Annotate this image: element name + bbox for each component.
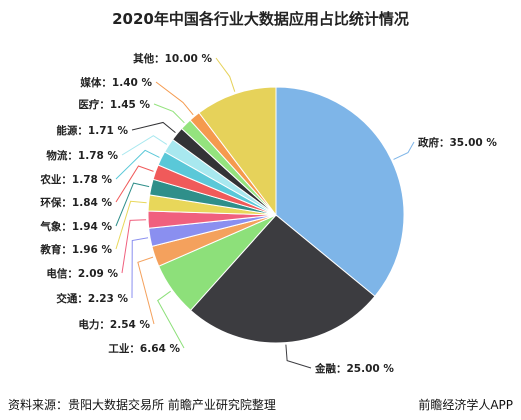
slice-label-能源: 能源：1.71 % — [56, 124, 128, 137]
pie-slice-政府 — [275, 86, 405, 297]
slice-label-政府: 政府：35.00 % — [418, 136, 497, 149]
leader-line-政府 — [393, 141, 415, 160]
leader-line-工业 — [157, 290, 185, 349]
leader-line-金融 — [285, 344, 312, 369]
leader-line-其他 — [215, 57, 236, 92]
leader-line-教育 — [115, 200, 147, 250]
slice-label-环保: 环保：1.84 % — [40, 196, 112, 209]
slice-label-金融: 金融：25.00 % — [314, 362, 394, 375]
leader-line-电力 — [137, 256, 155, 325]
leader-line-物流 — [121, 135, 168, 156]
slice-label-农业: 农业：1.78 % — [39, 173, 112, 186]
slice-label-电力: 电力：2.54 % — [78, 318, 150, 331]
slice-label-电信: 电信：2.09 % — [46, 267, 118, 280]
slice-label-医疗: 医疗：1.45 % — [78, 98, 150, 111]
slice-label-其他: 其他：10.00 % — [133, 52, 212, 65]
leader-line-能源 — [131, 121, 176, 134]
leader-line-电信 — [121, 219, 147, 274]
leader-line-媒体 — [155, 81, 194, 116]
leader-line-气象 — [115, 182, 150, 227]
leader-line-农业 — [115, 149, 160, 180]
chart-title: 2020年中国各行业大数据应用占比统计情况 — [112, 10, 409, 28]
leader-line-交通 — [131, 237, 149, 299]
pie-slice-其他 — [198, 86, 277, 217]
slice-label-气象: 气象：1.94 % — [39, 220, 112, 233]
app-credit: 前瞻经济学人APP — [418, 398, 513, 412]
slice-label-工业: 工业：6.64 % — [108, 342, 180, 355]
slice-label-教育: 教育：1.96 % — [39, 243, 112, 256]
leader-line-医疗 — [153, 103, 185, 124]
pie-slice-金融 — [189, 214, 376, 344]
slice-label-物流: 物流：1.78 % — [46, 149, 118, 162]
slice-label-交通: 交通：2.23 % — [56, 292, 128, 305]
source-note: 资料来源：贵阳大数据交易所 前瞻产业研究院整理 — [8, 398, 276, 412]
leader-line-环保 — [115, 165, 154, 203]
slice-label-媒体: 媒体：1.40 % — [79, 76, 152, 89]
